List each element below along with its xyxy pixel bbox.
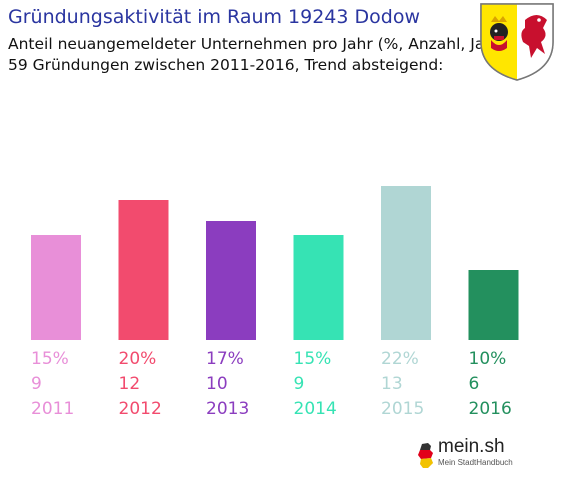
germany-map-icon [418,443,433,468]
percent-label-2016: 10% [469,349,507,369]
count-label-2011: 9 [31,374,42,394]
year-label-2014: 2014 [294,399,337,419]
bar-2014 [293,235,344,340]
bar-2012 [118,200,169,340]
year-label-2012: 2012 [119,399,162,419]
year-label-2011: 2011 [31,399,74,419]
chart-title: Gründungsaktivität im Raum 19243 Dodow [8,6,421,28]
percent-label-2013: 17% [206,349,244,369]
bar-2016 [468,270,519,340]
year-label-2015: 2015 [381,399,424,419]
year-label-2013: 2013 [206,399,249,419]
coat-of-arms-icon [480,3,554,81]
chart-subtitle: Anteil neuangemeldeter Unternehmen pro J… [8,35,507,53]
bar-2011 [31,235,81,340]
site-logo[interactable]: mein.sh Mein StadtHandbuch [416,436,536,472]
count-label-2015: 13 [381,374,403,394]
percent-label-2011: 15% [31,349,69,369]
percent-label-2012: 20% [119,349,157,369]
count-label-2016: 6 [469,374,480,394]
logo-text: mein.sh [438,436,505,457]
logo-tagline: Mein StadtHandbuch [438,458,513,467]
year-label-2016: 2016 [469,399,512,419]
count-label-2014: 9 [294,374,305,394]
count-label-2013: 10 [206,374,228,394]
percent-label-2014: 15% [294,349,332,369]
chart-summary: 59 Gründungen zwischen 2011-2016, Trend … [8,56,444,74]
count-label-2012: 12 [119,374,141,394]
bar-2013 [206,221,256,340]
bar-2015 [381,186,431,340]
percent-label-2015: 22% [381,349,419,369]
